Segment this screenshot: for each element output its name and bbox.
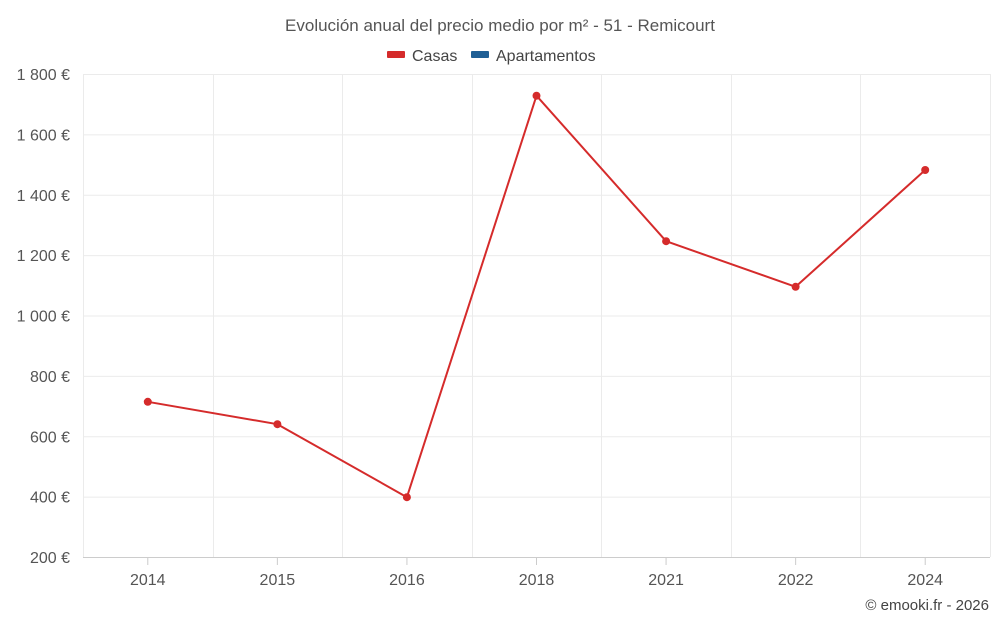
x-tick-label: 2021 xyxy=(648,572,684,589)
y-tick-label: 600 € xyxy=(30,429,70,446)
y-tick-label: 1 200 € xyxy=(17,248,70,265)
legend-label-casas: Casas xyxy=(412,48,457,65)
x-tick-label: 2022 xyxy=(778,572,814,589)
y-tick-label: 1 600 € xyxy=(17,127,70,144)
data-point-casas-2016[interactable] xyxy=(402,493,411,502)
x-tick-label: 2024 xyxy=(907,572,943,589)
x-tick-labels: 2014 2015 2016 2018 2021 2022 2024 xyxy=(130,557,943,589)
x-tick-label: 2014 xyxy=(130,572,166,589)
legend: Casas Apartamentos xyxy=(387,48,596,65)
plot-series xyxy=(143,91,930,502)
legend-label-apartamentos: Apartamentos xyxy=(496,48,596,65)
x-tick-label: 2018 xyxy=(519,572,555,589)
y-tick-labels: 200 € 400 € 600 € 800 € 1 000 € 1 200 € 1 400 … xyxy=(17,67,70,567)
x-tick-label: 2016 xyxy=(389,572,425,589)
y-gridlines xyxy=(83,74,990,498)
data-point-casas-2018[interactable] xyxy=(532,91,541,100)
data-point-casas-2024[interactable] xyxy=(921,166,930,174)
y-tick-label: 1 000 € xyxy=(17,309,70,326)
legend-swatch-apartamentos xyxy=(471,51,489,58)
data-point-casas-2015[interactable] xyxy=(273,420,282,429)
legend-item-apartamentos[interactable]: Apartamentos xyxy=(471,48,596,65)
legend-item-casas[interactable]: Casas xyxy=(387,48,457,65)
y-tick-label: 400 € xyxy=(30,490,70,507)
y-tick-label: 200 € xyxy=(30,550,70,567)
y-tick-label: 1 400 € xyxy=(17,188,70,205)
data-point-casas-2021[interactable] xyxy=(662,237,671,246)
legend-swatch-casas xyxy=(387,51,405,58)
x-tick-label: 2015 xyxy=(260,572,296,589)
x-gridlines xyxy=(83,74,991,557)
y-tick-label: 800 € xyxy=(30,369,70,386)
data-point-casas-2014[interactable] xyxy=(143,397,152,406)
data-point-casas-2022[interactable] xyxy=(791,282,800,291)
y-tick-label: 1 800 € xyxy=(17,67,70,84)
chart-title: Evolución anual del precio medio por m² … xyxy=(285,16,715,35)
credit-text: © emooki.fr - 2026 xyxy=(865,597,989,614)
